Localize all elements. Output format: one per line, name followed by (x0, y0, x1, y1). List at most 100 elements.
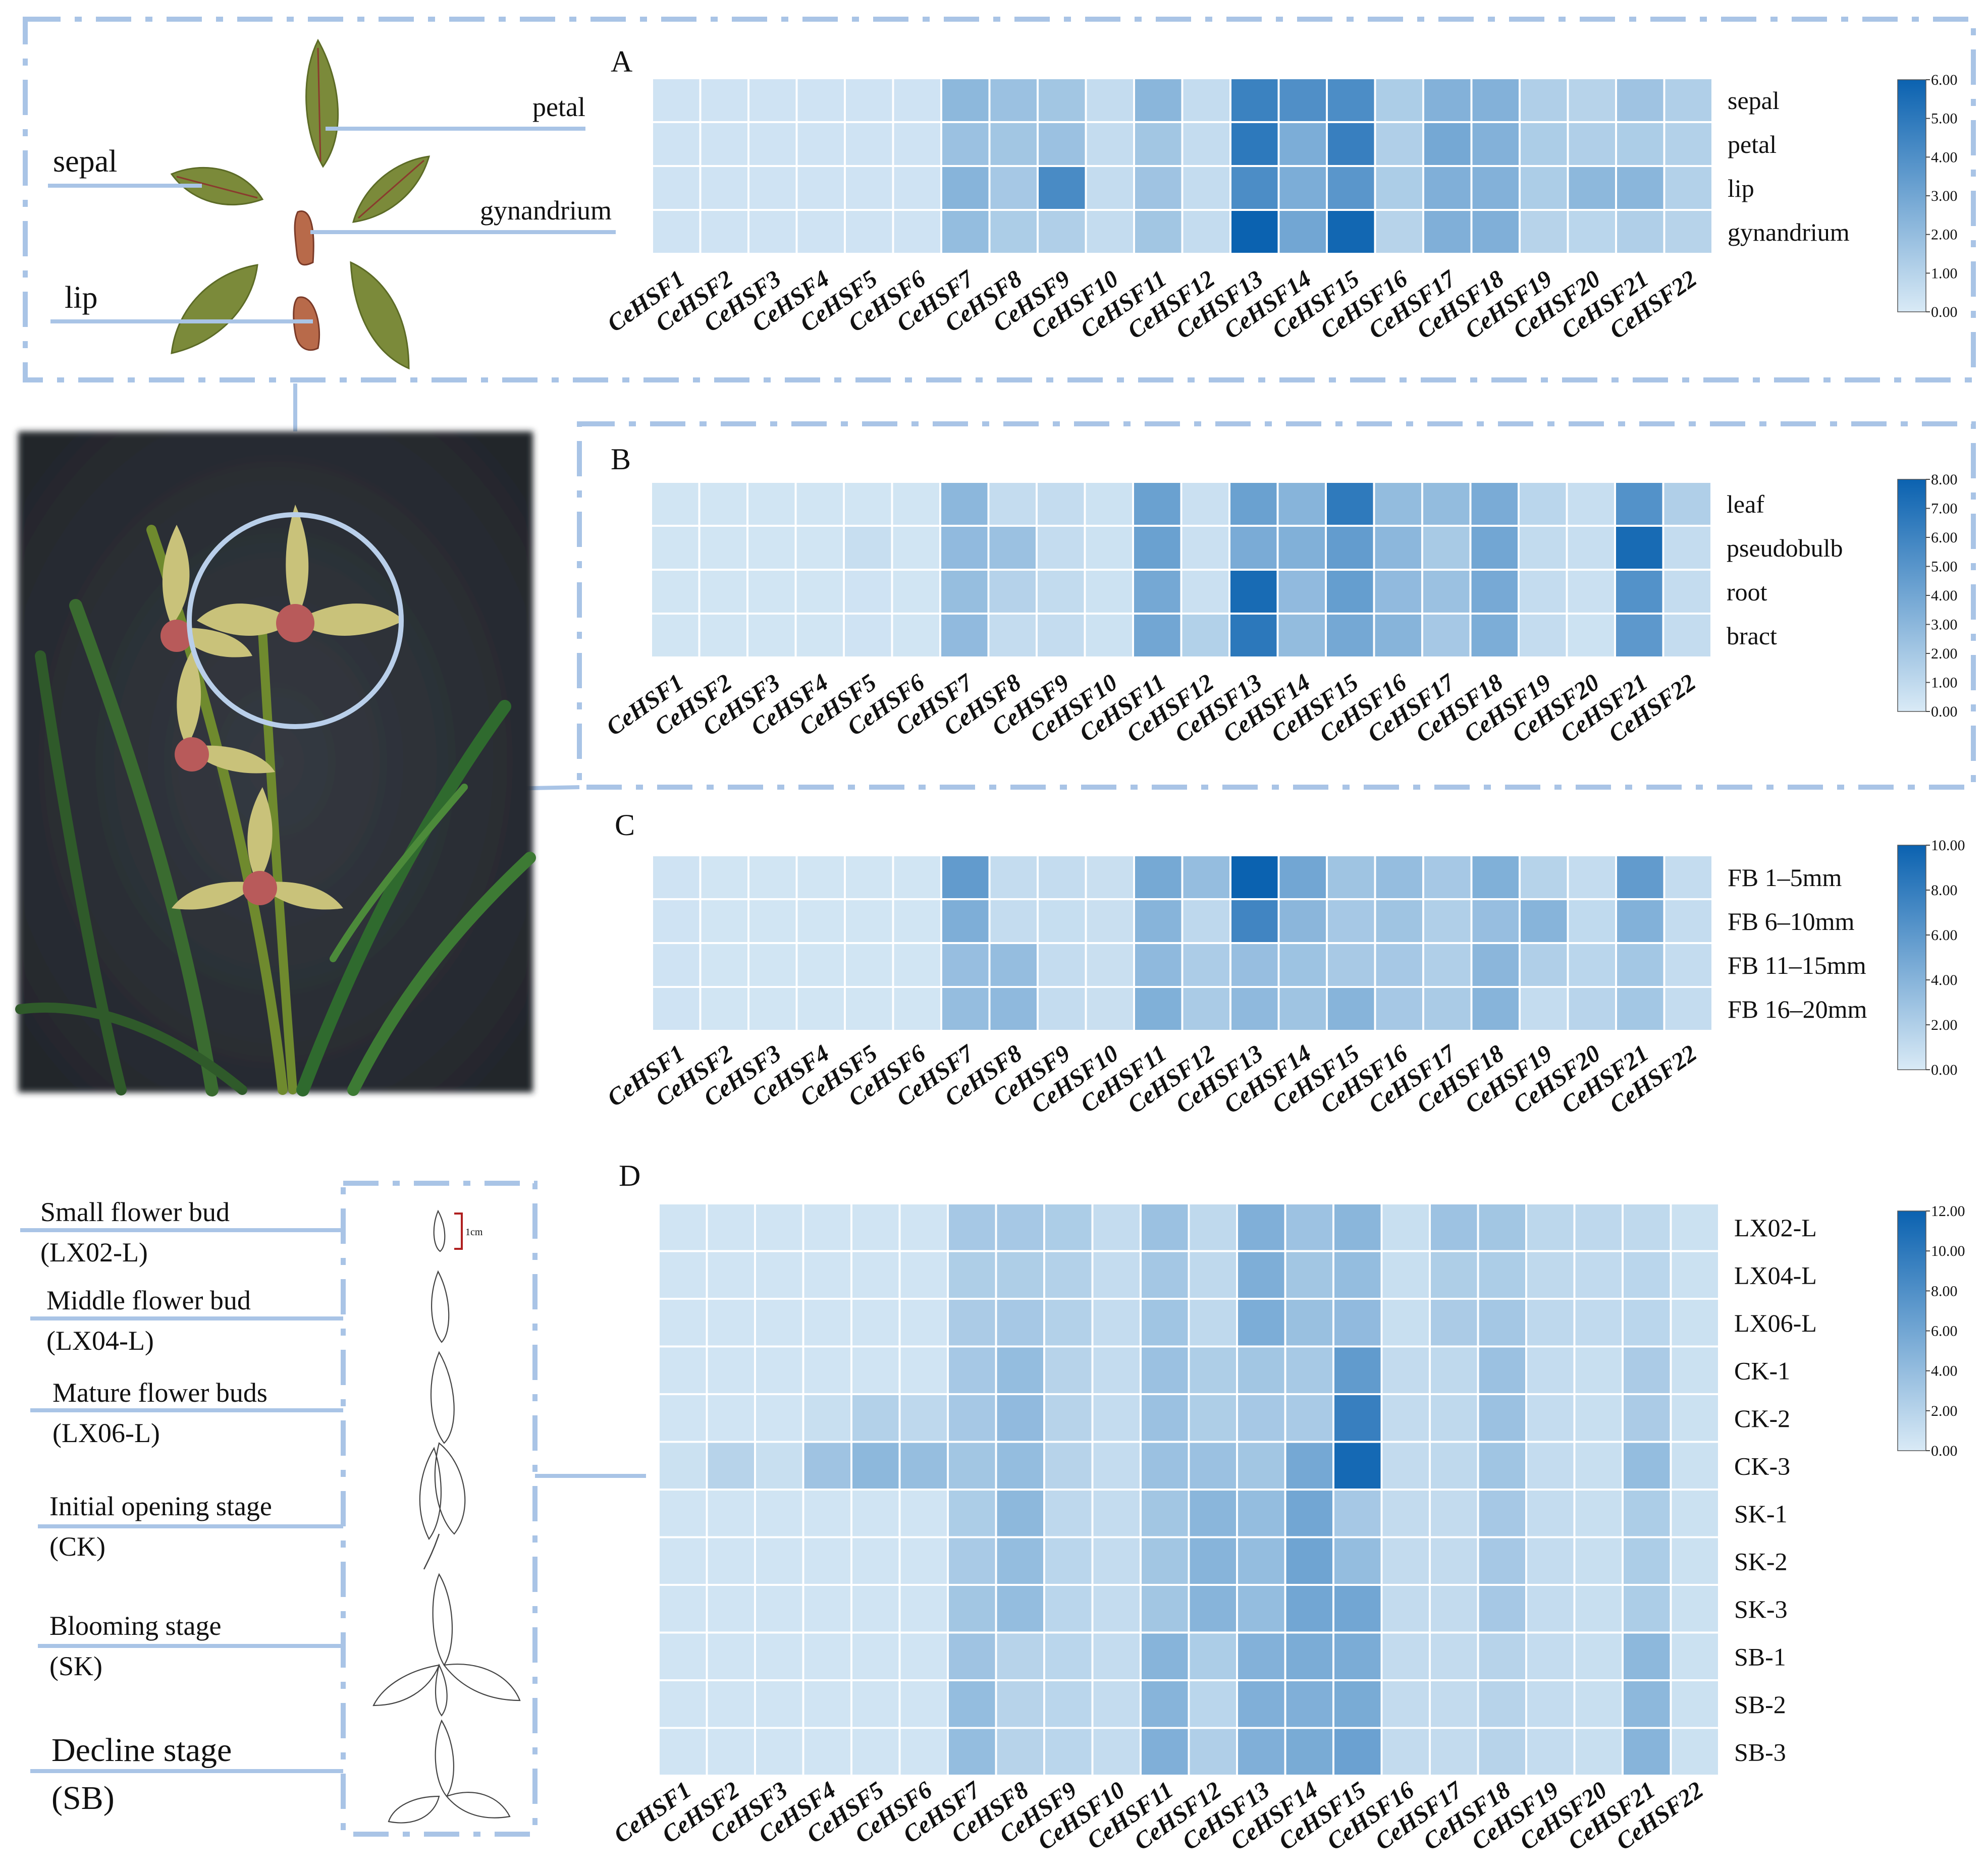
heatmap-b-cell (698, 569, 748, 615)
heatmap-c-cell (795, 854, 846, 900)
heatmap-d-cell (1670, 1298, 1720, 1348)
heatmap-d-cell (1091, 1298, 1142, 1348)
heatmap-c-cell (1037, 898, 1087, 944)
heatmap-d-cell (850, 1345, 901, 1395)
heatmap-d-cell (850, 1393, 901, 1443)
heatmap-b-cell (1036, 525, 1086, 571)
heatmap-d-cell (995, 1345, 1045, 1395)
heatmap-d-cell (1525, 1202, 1576, 1252)
heatmap-c-cell (844, 942, 894, 988)
heatmap-d-cell (1622, 1441, 1672, 1491)
heatmap-b-cell (1469, 613, 1520, 658)
heatmap-a-colorbar-tick: 6.00 (1931, 72, 1958, 88)
heatmap-b-colorbar-tick: 4.00 (1931, 587, 1958, 604)
heatmap-d-cell (1091, 1489, 1142, 1538)
label-sepal: sepal (53, 144, 117, 179)
heatmap-a-cell (699, 209, 749, 255)
heatmap-a-cell (795, 77, 846, 123)
stage-3-name: Mature flower buds (52, 1378, 267, 1408)
heatmap-a-colorbar-tick: 5.00 (1931, 111, 1958, 127)
heatmap-a-cell (1133, 121, 1184, 167)
heatmap-d-cell (1043, 1441, 1094, 1491)
heatmap-d-cell (850, 1536, 901, 1586)
heatmap-d-cell (1477, 1345, 1527, 1395)
heatmap-a-cell (1374, 209, 1424, 255)
heatmap-b-cell (1325, 525, 1375, 571)
heatmap-a-cell (1229, 77, 1280, 123)
heatmap-b-cell (1325, 613, 1375, 658)
heatmap-d-cell (754, 1727, 804, 1777)
heatmap-d-cell (802, 1441, 852, 1491)
stage-sketches: 1cm (372, 1209, 521, 1824)
heatmap-d-cell (706, 1441, 756, 1491)
heatmap-d-colorbar-tick: 0.00 (1931, 1443, 1958, 1459)
heatmap-a-cell (1470, 209, 1521, 255)
heatmap-a-cell (1519, 165, 1569, 211)
panel-label-c: C (615, 808, 635, 842)
heatmap-d-cell (754, 1631, 804, 1681)
heatmap-d-cell (1525, 1631, 1576, 1681)
heatmap-c-cell (1374, 854, 1424, 900)
heatmap-d-cell (898, 1202, 949, 1252)
heatmap-d-cell (1188, 1536, 1238, 1586)
heatmap-d-cell (658, 1250, 708, 1300)
heatmap-d-cell (1236, 1441, 1286, 1491)
heatmap-d-cell (1477, 1441, 1527, 1491)
heatmap-d-cell (1332, 1441, 1383, 1491)
heatmap-b-cell (939, 569, 990, 615)
heatmap-a-cell (1181, 121, 1231, 167)
heatmap-a-cell (892, 121, 942, 167)
heatmap-d-cell (1188, 1631, 1238, 1681)
heatmap-a-cell (1277, 121, 1328, 167)
heatmap-a-cell (795, 165, 846, 211)
heatmap-c-cell (1326, 898, 1376, 944)
heatmap-d-cell (1380, 1489, 1431, 1538)
heatmap-c-cell (747, 898, 798, 944)
heatmap-a-cell (1181, 165, 1231, 211)
heatmap-c-cell (699, 898, 749, 944)
heatmap-b-cell (1373, 613, 1423, 658)
heatmap-d-cell (1429, 1584, 1479, 1634)
heatmap-d-colorbar-tick: 6.00 (1931, 1323, 1958, 1340)
heatmap-c-cell (1277, 854, 1328, 900)
stage-3-code: (LX06-L) (52, 1418, 160, 1448)
heatmap-d-cell (1380, 1536, 1431, 1586)
heatmap-d-cell (1236, 1727, 1286, 1777)
heatmap-d-cell (1140, 1679, 1190, 1729)
heatmap-c-cell (795, 898, 846, 944)
heatmap-d-cell (947, 1536, 997, 1586)
sketch-blooming (372, 1573, 521, 1717)
heatmap-d-cell (1284, 1536, 1334, 1586)
heatmap-b-cell (939, 525, 990, 571)
heatmap-d-cell (1525, 1489, 1576, 1538)
heatmap-d-cell (706, 1345, 756, 1395)
heatmap-b-cell (1518, 613, 1568, 658)
heatmap-a-colorbar (1897, 79, 1926, 312)
heatmap-b-cell (891, 525, 941, 571)
heatmap-c-cell (1663, 854, 1713, 900)
heatmap-b-cell (1084, 613, 1134, 658)
heatmap-d-cell (1332, 1584, 1383, 1634)
heatmap-d-cell (1236, 1393, 1286, 1443)
heatmap-d-cell (995, 1202, 1045, 1252)
heatmap-d-cell (1236, 1345, 1286, 1395)
heatmap-b-cell (1614, 481, 1664, 527)
heatmap-c-cell (1085, 898, 1135, 944)
heatmap-a-cell (651, 121, 702, 167)
heatmap-a-cell (1085, 121, 1135, 167)
heatmap-b-cell (1036, 481, 1086, 527)
heatmap-d-cell (1284, 1202, 1334, 1252)
heatmap-d-cell (1332, 1345, 1383, 1395)
heatmap-c-cell (1567, 942, 1617, 988)
heatmap-b: leafpseudobulbrootbractCeHSF1CeHSF2CeHSF… (602, 471, 1958, 748)
heatmap-d-cell (1429, 1489, 1479, 1538)
heatmap-a-cell (651, 165, 702, 211)
heatmap-d-cell (754, 1441, 804, 1491)
heatmap-a-cell (988, 77, 1039, 123)
heatmap-d-cell (947, 1250, 997, 1300)
heatmap-b-cell (1276, 613, 1327, 658)
heatmap-c-cell (1519, 898, 1569, 944)
heatmap-d-cell (1140, 1202, 1190, 1252)
heatmap-d-cell (1429, 1441, 1479, 1491)
heatmap-c-cell (892, 854, 942, 900)
